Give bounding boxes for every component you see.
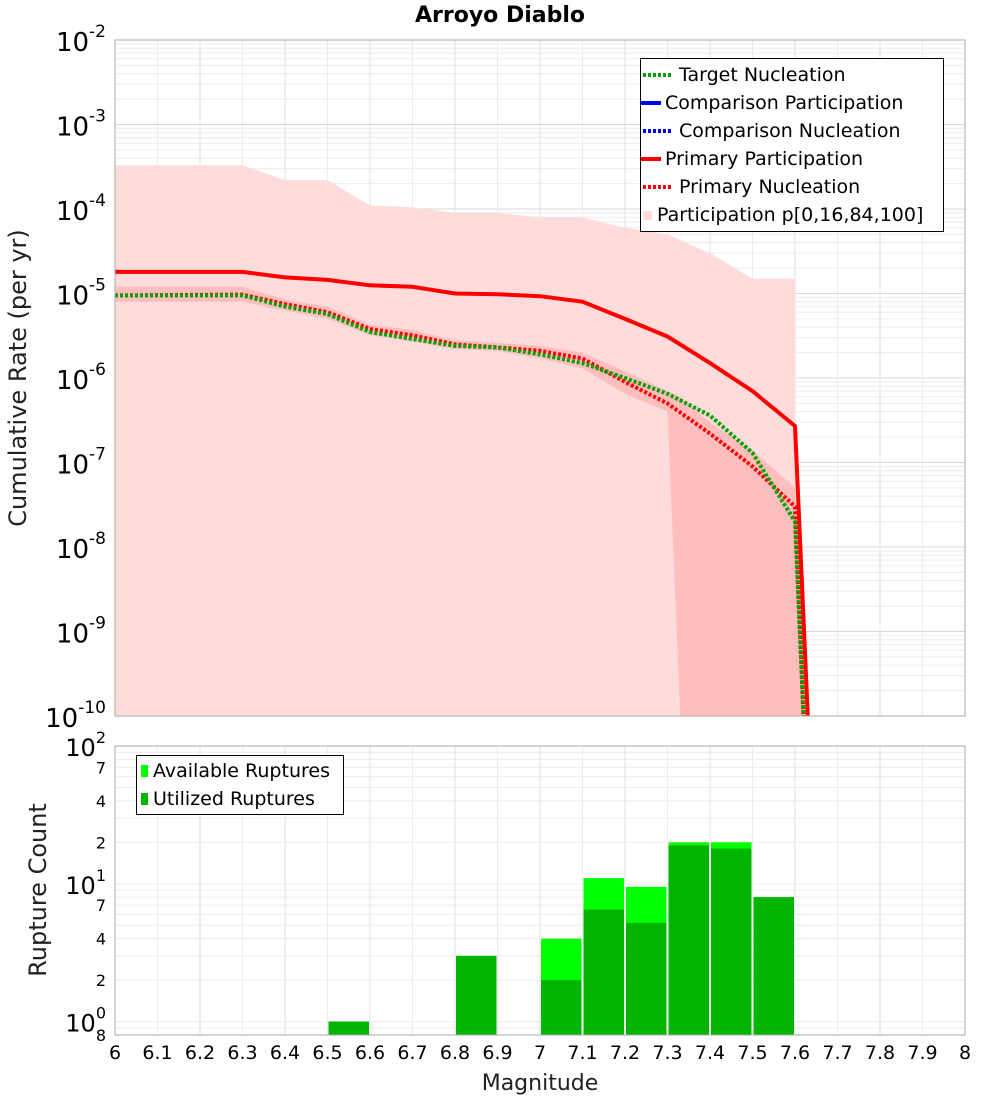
legend-item-primary-participation: Primary Participation — [641, 145, 943, 173]
bar-utilized — [583, 909, 624, 1035]
legend-label: Primary Participation — [665, 148, 864, 170]
y-tick-label: 10-5 — [56, 276, 106, 312]
legend-item-comparison-participation: Comparison Participation — [641, 89, 943, 117]
x-tick-label: 7.2 — [610, 1042, 640, 1064]
y-tick-label: 10-9 — [56, 614, 106, 650]
legend-line-comparison-nucleation — [643, 129, 673, 133]
legend-line-comparison-participation — [641, 101, 661, 105]
series-primary-participation — [115, 269, 810, 717]
bar-utilized — [541, 980, 582, 1035]
x-tick-label: 7.3 — [652, 1042, 682, 1064]
series-target-nucleation — [115, 293, 806, 717]
x-tick-label: 7.7 — [822, 1042, 852, 1064]
x-tick-label: 7 — [534, 1042, 546, 1064]
x-tick-label: 6.6 — [355, 1042, 385, 1064]
x-tick-label: 6.3 — [227, 1042, 257, 1064]
y-tick-label: 10-3 — [56, 107, 106, 143]
x-tick-label: 7.5 — [737, 1042, 767, 1064]
chart-title: Arroyo Diablo — [415, 3, 585, 28]
x-tick-label: 6.5 — [312, 1042, 342, 1064]
y-tick-label: 10-10 — [45, 698, 106, 734]
y-axis-label-top: Cumulative Rate (per yr) — [4, 229, 32, 527]
y-tick-label: 2 — [96, 971, 106, 990]
legend-item-utilized-ruptures: Utilized Ruptures — [137, 785, 343, 813]
y-tick-label: 101 — [65, 866, 106, 900]
x-tick-label: 7.1 — [567, 1042, 597, 1064]
bar-utilized — [711, 848, 752, 1035]
y-tick-label: 10-4 — [56, 191, 106, 227]
x-tick-label: 6.4 — [270, 1042, 300, 1064]
x-tick-label: 7.6 — [780, 1042, 810, 1064]
legend-label: Target Nucleation — [679, 64, 846, 86]
bar-utilized — [456, 955, 497, 1035]
legend-line-target-nucleation — [643, 73, 673, 77]
y-tick-label: 10-2 — [56, 22, 106, 58]
y-tick-label: 7 — [96, 758, 106, 777]
y-tick-label: 2 — [96, 833, 106, 852]
plot-frame-bottom — [114, 745, 966, 1036]
bar-utilized — [753, 897, 794, 1035]
y-tick-label: 10-7 — [56, 445, 106, 481]
legend-label: Available Ruptures — [153, 760, 330, 782]
legend-label: Utilized Ruptures — [153, 788, 315, 810]
legend-label: Primary Nucleation — [679, 176, 861, 198]
y-tick-label: 4 — [96, 930, 106, 949]
x-tick-label: 6.9 — [482, 1042, 512, 1064]
legend-line-primary-nucleation — [643, 185, 673, 189]
y-tick-label: 102 — [65, 728, 106, 762]
legend-bottom: Available Ruptures Utilized Ruptures — [136, 755, 344, 815]
x-tick-label: 7.4 — [695, 1042, 725, 1064]
legend-label: Participation p[0,16,84,100] — [657, 204, 924, 226]
y-tick-label: 7 — [96, 896, 106, 915]
x-axis-label: Magnitude — [482, 1071, 599, 1096]
x-tick-label: 6.2 — [185, 1042, 215, 1064]
y-tick-label: 10-8 — [56, 529, 106, 565]
bar-utilized — [328, 1021, 369, 1035]
legend-swatch-available — [141, 765, 148, 777]
legend-item-participation-band: Participation p[0,16,84,100] — [641, 201, 943, 229]
x-tick-label: 8 — [959, 1042, 971, 1064]
legend-label: Comparison Nucleation — [679, 120, 901, 142]
x-tick-label: 6 — [109, 1042, 121, 1064]
legend-item-comparison-nucleation: Comparison Nucleation — [641, 117, 943, 145]
y-tick-label: 100 — [65, 1004, 106, 1038]
legend-top: Target Nucleation Comparison Participati… — [640, 58, 944, 232]
y-tick-label: 10-6 — [56, 360, 106, 396]
y-axis-label-bottom: Rupture Count — [24, 803, 52, 977]
x-tick-label: 6.8 — [440, 1042, 470, 1064]
legend-swatch-participation-band — [643, 211, 652, 220]
legend-item-primary-nucleation: Primary Nucleation — [641, 173, 943, 201]
bar-utilized — [668, 845, 709, 1035]
bar-utilized — [626, 922, 667, 1035]
x-tick-label: 7.8 — [865, 1042, 895, 1064]
y-tick-label: 8 — [96, 1026, 106, 1045]
x-tick-label: 7.9 — [907, 1042, 937, 1064]
legend-line-primary-participation — [641, 157, 661, 161]
participation-band-inner — [115, 286, 808, 716]
legend-item-target-nucleation: Target Nucleation — [641, 61, 943, 89]
legend-item-available-ruptures: Available Ruptures — [137, 757, 343, 785]
y-tick-label: 4 — [96, 792, 106, 811]
legend-swatch-utilized — [141, 793, 148, 805]
plot-frame-top — [114, 39, 966, 717]
x-tick-label: 6.1 — [142, 1042, 172, 1064]
x-tick-label: 6.7 — [397, 1042, 427, 1064]
legend-label: Comparison Participation — [665, 92, 904, 114]
